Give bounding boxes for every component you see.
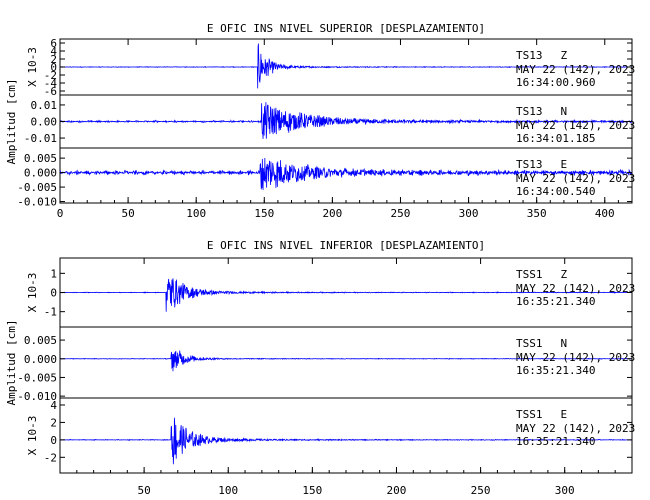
station-code: TSS1 (516, 337, 543, 350)
y-tick-label: 4 (50, 399, 57, 412)
y-tick-label: -2 (44, 69, 57, 82)
y-tick-label: 0.01 (31, 99, 58, 112)
y-tick-label: 4 (50, 45, 57, 58)
y-axis-label: Amplitud [cm] (5, 78, 18, 164)
waveform-line (59, 158, 633, 191)
scale-label: X 10-3 (26, 47, 39, 87)
y-tick-label: -0.005 (17, 181, 57, 194)
time-label: 16:34:00.540 (516, 185, 595, 198)
component-code: Z (561, 49, 568, 62)
waveform-line (59, 278, 633, 312)
x-tick-label: 300 (459, 207, 479, 220)
x-tick-label: 50 (121, 207, 134, 220)
station-code: TSS1 (516, 408, 543, 421)
scale-label: X 10-3 (26, 416, 39, 456)
date-label: MAY 22 (142), 2023 (516, 172, 635, 185)
y-tick-label: 2 (50, 53, 57, 66)
y-tick-label: 6 (50, 37, 57, 50)
time-label: 16:35:21.340 (516, 364, 595, 377)
time-label: 16:34:01.185 (516, 132, 595, 145)
y-tick-label: -1 (44, 306, 57, 319)
x-tick-label: 100 (186, 207, 206, 220)
y-tick-label: 0 (50, 61, 57, 74)
chart-panel-2: E OFIC INS NIVEL INFERIOR [DESPLAZAMIENT… (5, 239, 635, 497)
date-label: MAY 22 (142), 2023 (516, 63, 635, 76)
chart-panel-1: E OFIC INS NIVEL SUPERIOR [DESPLAZAMIENT… (5, 22, 635, 220)
date-label: MAY 22 (142), 2023 (516, 351, 635, 364)
y-tick-label: 0.000 (24, 167, 57, 180)
x-tick-label: 150 (254, 207, 274, 220)
station-label: TSS1 Z (516, 268, 568, 281)
waveform-line (59, 417, 633, 465)
y-tick-label: -2 (44, 451, 57, 464)
component-code: N (561, 105, 568, 118)
x-tick-label: 250 (471, 484, 491, 497)
time-label: 16:35:21.340 (516, 295, 595, 308)
y-tick-label: -0.005 (17, 371, 57, 384)
y-tick-label: 0.005 (24, 152, 57, 165)
station-code: TS13 (516, 158, 543, 171)
waveform-line (59, 43, 633, 89)
y-tick-label: -0.010 (17, 390, 57, 403)
x-tick-label: 300 (555, 484, 575, 497)
station-code: TSS1 (516, 268, 543, 281)
x-tick-label: 150 (302, 484, 322, 497)
y-tick-label: -0.010 (17, 196, 57, 209)
time-label: 16:35:21.340 (516, 435, 595, 448)
x-tick-label: 250 (391, 207, 411, 220)
y-axis-label: Amplitud [cm] (5, 319, 18, 405)
y-tick-label: -6 (44, 85, 57, 98)
x-tick-label: 200 (322, 207, 342, 220)
x-tick-label: 400 (595, 207, 615, 220)
date-label: MAY 22 (142), 2023 (516, 119, 635, 132)
y-tick-label: 0.00 (31, 116, 58, 129)
x-tick-label: 350 (527, 207, 547, 220)
y-tick-label: 0 (50, 434, 57, 447)
y-tick-label: 2 (50, 416, 57, 429)
date-label: MAY 22 (142), 2023 (516, 282, 635, 295)
chart-title: E OFIC INS NIVEL SUPERIOR [DESPLAZAMIENT… (207, 22, 485, 35)
date-label: MAY 22 (142), 2023 (516, 422, 635, 435)
station-label: TSS1 E (516, 408, 567, 421)
component-code: E (561, 158, 568, 171)
y-tick-label: 1 (50, 267, 57, 280)
time-label: 16:34:00.960 (516, 76, 595, 89)
component-code: N (561, 337, 568, 350)
station-code: TS13 (516, 49, 543, 62)
scale-label: X 10-3 (26, 273, 39, 313)
x-tick-label: 50 (137, 484, 150, 497)
station-label: TS13 E (516, 158, 567, 171)
y-tick-label: 0.005 (24, 334, 57, 347)
component-code: Z (561, 268, 568, 281)
chart-title: E OFIC INS NIVEL INFERIOR [DESPLAZAMIENT… (207, 239, 485, 252)
component-code: E (561, 408, 568, 421)
y-tick-label: 0 (50, 287, 57, 300)
station-label: TS13 Z (516, 49, 568, 62)
y-tick-label: -0.01 (24, 132, 57, 145)
waveform-line (59, 350, 633, 372)
x-tick-label: 0 (57, 207, 64, 220)
x-tick-label: 100 (218, 484, 238, 497)
x-tick-label: 200 (387, 484, 407, 497)
waveform-line (59, 102, 633, 139)
station-label: TSS1 N (516, 337, 567, 350)
y-tick-label: 0.000 (24, 353, 57, 366)
y-tick-label: -4 (44, 77, 58, 90)
station-label: TS13 N (516, 105, 567, 118)
station-code: TS13 (516, 105, 543, 118)
